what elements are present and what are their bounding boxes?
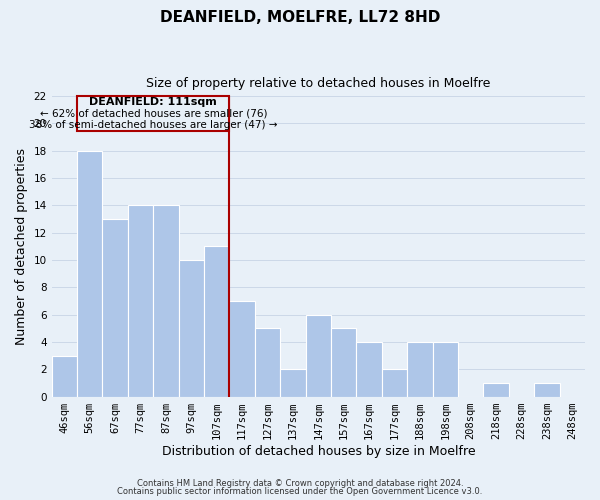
Bar [77, 150, 103, 396]
Bar [229, 301, 255, 396]
Bar [153, 205, 179, 396]
Bar [128, 205, 153, 396]
Bar [305, 314, 331, 396]
Text: Contains HM Land Registry data © Crown copyright and database right 2024.: Contains HM Land Registry data © Crown c… [137, 478, 463, 488]
X-axis label: Distribution of detached houses by size in Moelfre: Distribution of detached houses by size … [161, 444, 475, 458]
Bar [382, 369, 407, 396]
Text: DEANFIELD, MOELFRE, LL72 8HD: DEANFIELD, MOELFRE, LL72 8HD [160, 10, 440, 25]
Bar [280, 369, 305, 396]
Bar [356, 342, 382, 396]
Bar [407, 342, 433, 396]
Bar [52, 356, 77, 397]
FancyBboxPatch shape [77, 96, 229, 132]
Y-axis label: Number of detached properties: Number of detached properties [15, 148, 28, 344]
Text: DEANFIELD: 111sqm: DEANFIELD: 111sqm [89, 97, 217, 107]
Bar [255, 328, 280, 396]
Bar [331, 328, 356, 396]
Bar [433, 342, 458, 396]
Title: Size of property relative to detached houses in Moelfre: Size of property relative to detached ho… [146, 78, 491, 90]
Text: Contains public sector information licensed under the Open Government Licence v3: Contains public sector information licen… [118, 487, 482, 496]
Bar [204, 246, 229, 396]
Text: 38% of semi-detached houses are larger (47) →: 38% of semi-detached houses are larger (… [29, 120, 278, 130]
Text: ← 62% of detached houses are smaller (76): ← 62% of detached houses are smaller (76… [40, 108, 267, 118]
Bar [103, 219, 128, 396]
Bar [484, 383, 509, 396]
Bar [534, 383, 560, 396]
Bar [179, 260, 204, 396]
